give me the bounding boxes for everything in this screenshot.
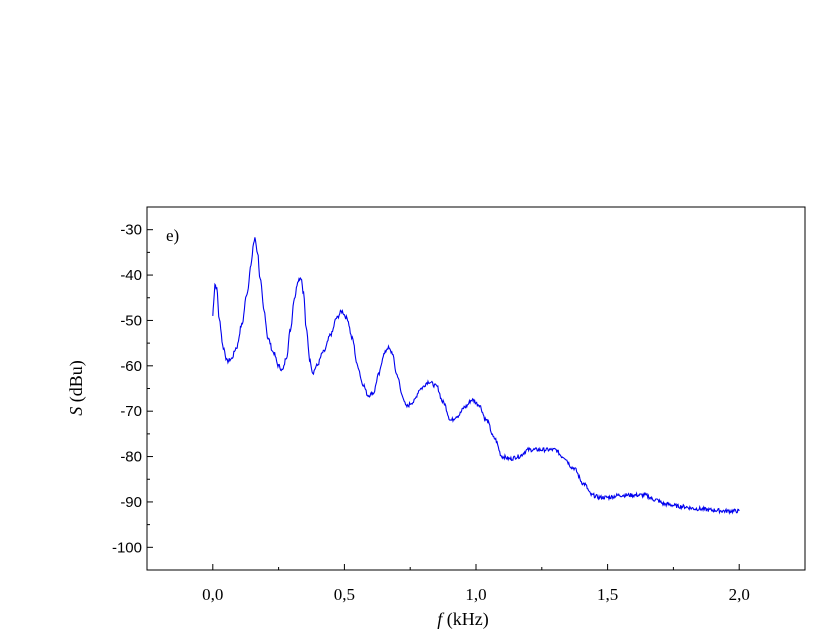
y-tick-label: -40	[120, 267, 142, 284]
y-axis-ticks: -30 -40 -50 -60 -70 -80 -90 -100	[112, 206, 153, 571]
plot-frame	[146, 206, 806, 571]
y-tick-label: -50	[120, 312, 142, 329]
panel-label: e)	[166, 226, 179, 245]
x-tick-label: 1,5	[597, 585, 618, 604]
y-tick-label: -30	[120, 222, 142, 239]
y-tick-label: -80	[120, 449, 142, 466]
y-tick-label: -60	[120, 358, 142, 375]
x-tick-label: 0,5	[334, 585, 355, 604]
y-axis-unit: (dBu)	[66, 360, 87, 407]
y-tick-label: -90	[120, 494, 142, 511]
y-tick-label: -70	[120, 403, 142, 420]
spectrum-series-line	[212, 237, 740, 515]
x-tick-label: 2,0	[729, 585, 750, 604]
x-axis-ticks: 0,0 0,5 1,0 1,5 2,0	[146, 564, 806, 604]
x-tick-label: 0,0	[202, 585, 223, 604]
y-tick-label: -100	[112, 539, 142, 556]
x-axis-label: f (kHz)	[437, 609, 489, 629]
x-axis-unit: (kHz)	[442, 609, 488, 629]
x-axis-symbol: f	[437, 609, 445, 629]
y-axis-symbol: S	[66, 407, 86, 416]
x-tick-label: 1,0	[465, 585, 486, 604]
y-axis-label: S (dBu)	[66, 360, 87, 416]
